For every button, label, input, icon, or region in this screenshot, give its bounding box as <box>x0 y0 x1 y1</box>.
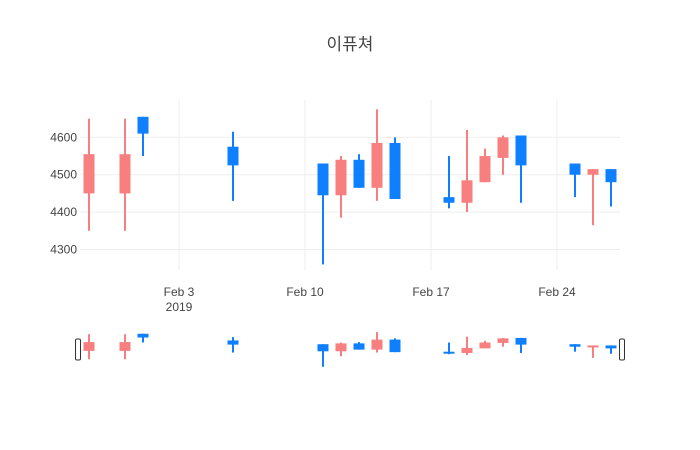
slider-candle-body <box>497 338 509 343</box>
slider-candle-body <box>515 337 527 345</box>
candle-body <box>317 163 329 196</box>
slider-candle <box>443 342 455 355</box>
candle-body <box>83 154 95 194</box>
candle-decreasing <box>605 169 617 207</box>
chart-title: 이퓨쳐 <box>327 35 374 55</box>
slider-candle <box>227 337 239 353</box>
y-tick-label: 4300 <box>50 242 77 256</box>
slider-candle-body <box>443 351 455 354</box>
y-tick-label: 4500 <box>50 168 77 182</box>
candle-decreasing <box>515 135 527 203</box>
candle-decreasing <box>389 137 401 200</box>
slider-candle-body <box>479 342 491 349</box>
candle-body <box>515 135 527 166</box>
slider-candle <box>389 338 401 353</box>
candle-body <box>119 154 131 194</box>
candle-increasing <box>83 118 95 231</box>
range-slider-right-handle[interactable] <box>619 338 625 361</box>
candles <box>83 109 617 265</box>
slider-candle <box>461 336 473 356</box>
y-tick-label: 4400 <box>50 205 77 219</box>
slider-candle <box>569 344 581 352</box>
slider-candle-body <box>353 343 365 350</box>
slider-candle <box>119 334 131 360</box>
candle-body <box>371 142 383 188</box>
slider-candle-body <box>389 339 401 353</box>
candle-body <box>335 159 347 196</box>
candle-increasing <box>479 148 491 183</box>
candle-body <box>569 163 581 175</box>
candle-body <box>353 159 365 188</box>
grid-layer <box>80 100 620 270</box>
x-tick-label: Feb 10 <box>286 285 324 299</box>
candle-body <box>497 137 509 158</box>
candle-increasing <box>119 118 131 231</box>
candle-body <box>137 116 149 134</box>
candle-body <box>227 146 239 166</box>
candle-body <box>605 169 617 183</box>
candle-decreasing <box>317 163 329 265</box>
candle-body <box>389 142 401 200</box>
candle-decreasing <box>137 116 149 157</box>
slider-candle-body <box>317 344 329 352</box>
slider-candle <box>515 337 527 353</box>
slider-candle-body <box>605 345 617 349</box>
slider-candle <box>497 337 509 347</box>
slider-candle-body <box>83 342 95 351</box>
candle-decreasing <box>353 154 365 188</box>
candle-increasing <box>371 109 383 201</box>
range-slider-left-handle[interactable] <box>75 338 81 361</box>
slider-candle-body <box>569 344 581 347</box>
candle-body <box>587 169 599 175</box>
y-tick-label: 4600 <box>50 130 77 144</box>
slider-candle <box>587 345 599 358</box>
candle-body <box>461 180 473 203</box>
candle-increasing <box>335 156 347 218</box>
slider-candle-body <box>335 343 347 352</box>
range-slider[interactable] <box>75 332 625 367</box>
x-tick-label: Feb 3 <box>164 285 195 299</box>
slider-candle <box>371 332 383 353</box>
candle-body <box>443 197 455 203</box>
candle-decreasing <box>443 156 455 209</box>
candle-body <box>479 156 491 183</box>
x-tick-sublabel: 2019 <box>166 300 193 314</box>
candle-increasing <box>587 169 599 226</box>
candle-decreasing <box>569 163 581 198</box>
candle-increasing <box>497 135 509 175</box>
slider-candle-body <box>227 340 239 345</box>
slider-candle <box>479 340 491 349</box>
x-tick-label: Feb 17 <box>412 285 450 299</box>
slider-candle <box>137 333 149 343</box>
slider-candle <box>83 334 95 360</box>
y-axis-ticks: 4300 4400 4500 4600 <box>50 130 77 256</box>
slider-candle <box>317 344 329 367</box>
slider-candle <box>605 345 617 354</box>
slider-candle <box>335 342 347 357</box>
slider-candle-body <box>371 339 383 350</box>
slider-candle-body <box>461 347 473 353</box>
slider-candle-body <box>587 345 599 348</box>
slider-candle <box>353 342 365 350</box>
candle-increasing <box>461 129 473 213</box>
slider-candle-body <box>119 342 131 351</box>
x-tick-label: Feb 24 <box>538 285 576 299</box>
slider-candle-body <box>137 333 149 338</box>
candle-decreasing <box>227 131 239 201</box>
